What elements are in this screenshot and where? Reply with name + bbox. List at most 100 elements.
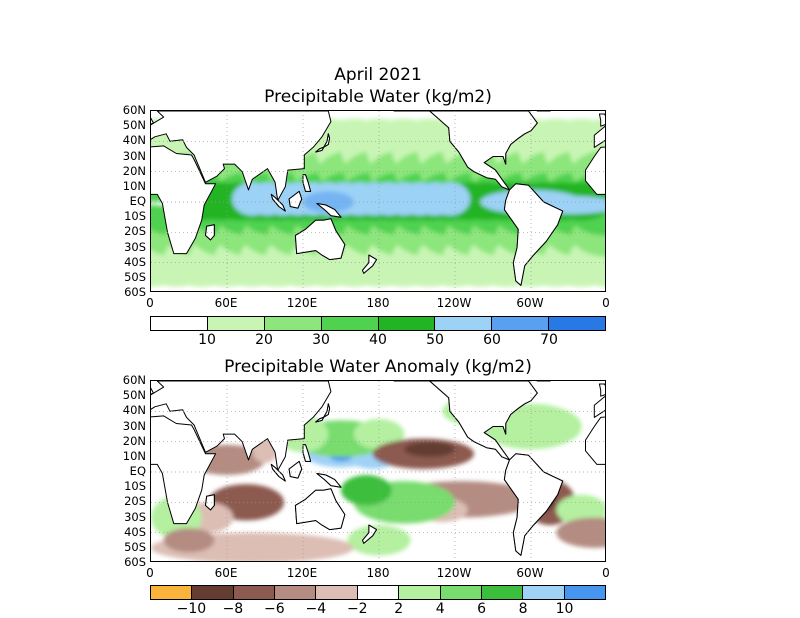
longitude-tick-label: 60W [516, 566, 544, 580]
pw-land-australia [294, 218, 346, 261]
anom-land-south-america [503, 453, 564, 556]
colorbar-swatch [151, 317, 208, 330]
latitude-tick-label: 40S [124, 524, 146, 539]
colorbar-swatch [275, 586, 317, 599]
colorbar-label: −2 [346, 601, 368, 617]
anom-land-philippines [302, 444, 312, 462]
colorbar-label: 40 [369, 332, 387, 348]
colorbar-swatch [523, 586, 565, 599]
latitude-tick-label: 20S [124, 494, 146, 509]
anom-land-europe-asia [593, 395, 605, 418]
latitude-tick-label: 30S [124, 239, 146, 254]
colorbar-label: −4 [305, 601, 327, 617]
longitude-tick-label: 0 [602, 296, 610, 310]
colorbar-swatch [549, 317, 605, 330]
longitude-tick-label: 0 [146, 296, 154, 310]
anom-land-japan [315, 403, 331, 423]
colorbar-swatch [207, 317, 265, 330]
pw-land-europe-asia [151, 111, 332, 201]
longitude-tick-label: 0 [146, 566, 154, 580]
latitude-tick-label: 50S [124, 269, 146, 284]
panel2-colorbar [150, 585, 606, 600]
anom-land-africa [151, 415, 217, 525]
latitude-tick-label: EQ [129, 464, 146, 478]
colorbar-swatch [321, 317, 379, 330]
colorbar-label: 20 [255, 332, 273, 348]
latitude-tick-label: 10S [124, 209, 146, 224]
pw-land-africa [585, 146, 605, 195]
pw-land-philippines [302, 174, 312, 192]
latitude-tick-label: 60N [122, 103, 146, 117]
panel1-title: Precipitable Water (kg/m2) [264, 87, 492, 107]
pw-land-south-america [503, 183, 564, 286]
pw-land-north-america [393, 111, 538, 191]
colorbar-label: 70 [540, 332, 558, 348]
anom-field-patch [163, 528, 215, 553]
anom-land-sumatra [270, 463, 286, 482]
latitude-tick-label: 40N [122, 133, 146, 148]
colorbar-swatch [481, 586, 524, 599]
colorbar-swatch [378, 317, 436, 330]
anom-land-europe-asia [151, 381, 332, 471]
panel2-title: Precipitable Water Anomaly (kg/m2) [224, 357, 532, 377]
map-month-title: April 2021 [334, 65, 422, 85]
anom-land-borneo [288, 460, 303, 479]
latitude-tick-label: 60S [124, 285, 146, 299]
longitude-tick-label: 60E [214, 296, 238, 310]
colorbar-label: 2 [394, 601, 404, 617]
anom-field-patch [556, 494, 605, 526]
colorbar-swatch [564, 586, 605, 599]
precipitable-water-anomaly-map [150, 380, 606, 562]
pw-svg [151, 111, 605, 291]
anom-land-new-zealand [362, 524, 377, 544]
colorbar-label: 10 [198, 332, 216, 348]
pw-field-patch [303, 191, 354, 213]
colorbar-swatch [435, 317, 493, 330]
pw-land-sumatra [270, 193, 286, 212]
anom-land-uk [598, 383, 605, 397]
longitude-tick-label: 120W [436, 566, 472, 580]
colorbar-label: 6 [477, 601, 487, 617]
anom-land-madagascar [205, 494, 215, 511]
latitude-tick-label: 50S [124, 539, 146, 554]
latitude-tick-label: 20N [122, 163, 146, 178]
pw-land-new-zealand [362, 254, 377, 274]
longitude-tick-label: 0 [602, 566, 610, 580]
longitude-tick-label: 60W [516, 296, 544, 310]
colorbar-swatch [440, 586, 482, 599]
latitude-tick-label: 30N [122, 418, 146, 433]
anom-field-patch [556, 517, 605, 548]
latitude-tick-label: 30N [122, 148, 146, 163]
colorbar-label: 4 [435, 601, 445, 617]
pw-land-uk [151, 117, 154, 125]
latitude-tick-label: 10N [122, 178, 146, 193]
longitude-tick-label: 120W [436, 296, 472, 310]
pw-field-patch [429, 182, 471, 216]
latitude-tick-label: 40S [124, 254, 146, 269]
latitude-tick-label: 20N [122, 433, 146, 448]
longitude-tick-label: 60E [214, 566, 238, 580]
longitude-tick-label: 180 [366, 296, 390, 310]
pw-land-japan [315, 133, 331, 153]
latitude-tick-label: 40N [122, 403, 146, 418]
colorbar-swatch [233, 586, 276, 599]
colorbar-label: 50 [426, 332, 444, 348]
anom-land-africa [585, 416, 605, 465]
pw-land-new-guinea [316, 203, 342, 218]
colorbar-label: 8 [518, 601, 528, 617]
latitude-tick-label: 50N [122, 388, 146, 403]
pw-land-africa [151, 145, 217, 255]
anom-field-patch [404, 441, 455, 457]
latitude-tick-label: 50N [122, 118, 146, 133]
pw-land-uk [598, 113, 605, 127]
panel1-colorbar [150, 316, 606, 331]
anom-land-north-america [393, 381, 538, 461]
latitude-tick-label: 10S [124, 479, 146, 494]
colorbar-label: −8 [222, 601, 244, 617]
anom-svg [151, 381, 605, 561]
latitude-tick-label: 30S [124, 509, 146, 524]
colorbar-label: 30 [312, 332, 330, 348]
colorbar-swatch [192, 586, 234, 599]
latitude-tick-label: 60S [124, 555, 146, 569]
pw-land-borneo [288, 190, 303, 209]
